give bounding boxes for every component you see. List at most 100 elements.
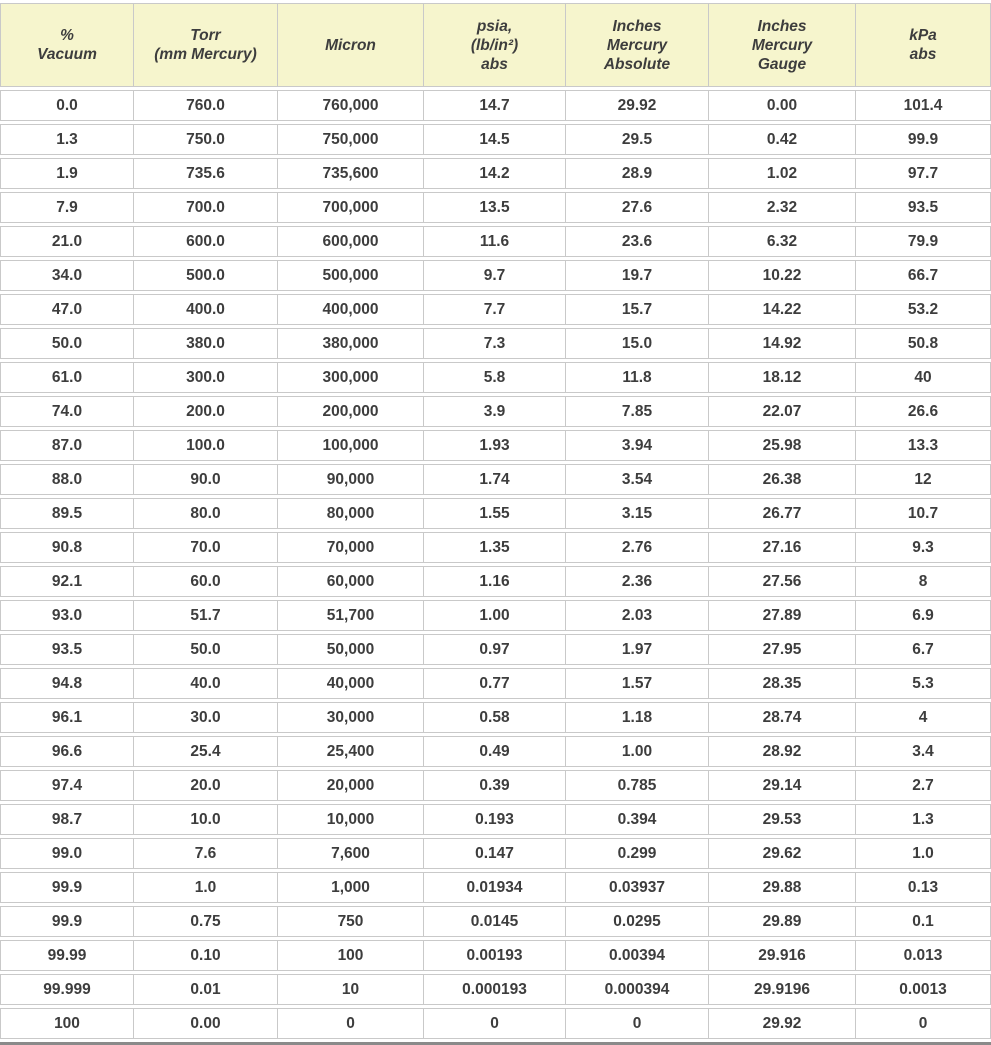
table-cell: 80.0	[134, 498, 278, 529]
table-cell: 0.58	[424, 702, 566, 733]
table-cell: 0	[278, 1008, 424, 1039]
table-row: 99.99 0.10 100 0.00193 0.00394 29.916 0.013	[0, 940, 991, 971]
table-cell: 28.92	[709, 736, 856, 767]
table-cell: 1.35	[424, 532, 566, 563]
table-row: 47.0 400.0 400,000 7.7 15.7 14.22 53.2	[0, 294, 991, 325]
table-row: 90.8 70.0 70,000 1.35 2.76 27.16 9.3	[0, 532, 991, 563]
table-cell: 9.3	[856, 532, 991, 563]
table-row: 1.3 750.0 750,000 14.5 29.5 0.42 99.9	[0, 124, 991, 155]
table-row: 99.0 7.6 7,600 0.147 0.299 29.62 1.0	[0, 838, 991, 869]
table-row: 93.0 51.7 51,700 1.00 2.03 27.89 6.9	[0, 600, 991, 631]
table-row: 87.0 100.0 100,000 1.93 3.94 25.98 13.3	[0, 430, 991, 461]
table-cell: 1.97	[566, 634, 709, 665]
table-cell: 29.62	[709, 838, 856, 869]
table-row: 88.0 90.0 90,000 1.74 3.54 26.38 12	[0, 464, 991, 495]
table-row: 98.7 10.0 10,000 0.193 0.394 29.53 1.3	[0, 804, 991, 835]
table-cell: 1.55	[424, 498, 566, 529]
table-cell: 0.147	[424, 838, 566, 869]
table-cell: 0.39	[424, 770, 566, 801]
table-cell: 79.9	[856, 226, 991, 257]
table-cell: 1.93	[424, 430, 566, 461]
table-cell: 93.0	[0, 600, 134, 631]
table-cell: 88.0	[0, 464, 134, 495]
table-cell: 14.2	[424, 158, 566, 189]
table-cell: 0.785	[566, 770, 709, 801]
table-cell: 14.5	[424, 124, 566, 155]
table-cell: 53.2	[856, 294, 991, 325]
table-cell: 1.0	[134, 872, 278, 903]
table-cell: 7.7	[424, 294, 566, 325]
table-cell: 27.16	[709, 532, 856, 563]
table-cell: 6.32	[709, 226, 856, 257]
table-cell: 500.0	[134, 260, 278, 291]
table-cell: 90,000	[278, 464, 424, 495]
table-cell: 0	[566, 1008, 709, 1039]
table-cell: 26.77	[709, 498, 856, 529]
table-cell: 0.000193	[424, 974, 566, 1005]
table-row: 96.1 30.0 30,000 0.58 1.18 28.74 4	[0, 702, 991, 733]
table-cell: 1.16	[424, 566, 566, 597]
table-cell: 500,000	[278, 260, 424, 291]
table-cell: 0.394	[566, 804, 709, 835]
table-cell: 26.6	[856, 396, 991, 427]
table-cell: 600,000	[278, 226, 424, 257]
table-cell: 40	[856, 362, 991, 393]
table-cell: 1,000	[278, 872, 424, 903]
table-row: 99.999 0.01 10 0.000193 0.000394 29.9196 0.001…	[0, 974, 991, 1005]
table-cell: 3.9	[424, 396, 566, 427]
table-cell: 40.0	[134, 668, 278, 699]
table-cell: 30,000	[278, 702, 424, 733]
table-cell: 750	[278, 906, 424, 937]
header-row: % Vacuum Torr (mm Mercury) Micron psia, (lb…	[0, 3, 991, 87]
table-row: 96.6 25.4 25,400 0.49 1.00 28.92 3.4	[0, 736, 991, 767]
table-cell: 89.5	[0, 498, 134, 529]
table-cell: 90.8	[0, 532, 134, 563]
table-cell: 29.88	[709, 872, 856, 903]
table-row: 21.0 600.0 600,000 11.6 23.6 6.32 79.9	[0, 226, 991, 257]
table-cell: 735,600	[278, 158, 424, 189]
table-row: 61.0 300.0 300,000 5.8 11.8 18.12 40	[0, 362, 991, 393]
table-header: % Vacuum Torr (mm Mercury) Micron psia, (lb…	[0, 3, 991, 87]
table-cell: 80,000	[278, 498, 424, 529]
table-cell: 3.4	[856, 736, 991, 767]
table-cell: 90.0	[134, 464, 278, 495]
table-cell: 380.0	[134, 328, 278, 359]
table-cell: 400,000	[278, 294, 424, 325]
table-cell: 0	[424, 1008, 566, 1039]
table-cell: 0.013	[856, 940, 991, 971]
table-cell: 99.9	[0, 872, 134, 903]
table-cell: 300,000	[278, 362, 424, 393]
table-row: 0.0 760.0 760,000 14.7 29.92 0.00 101.4	[0, 90, 991, 121]
table-cell: 0.10	[134, 940, 278, 971]
table-cell: 60,000	[278, 566, 424, 597]
table-cell: 26.38	[709, 464, 856, 495]
table-cell: 200.0	[134, 396, 278, 427]
table-cell: 10.0	[134, 804, 278, 835]
table-cell: 7.85	[566, 396, 709, 427]
table-cell: 28.35	[709, 668, 856, 699]
table-cell: 27.6	[566, 192, 709, 223]
table-cell: 1.00	[424, 600, 566, 631]
table-cell: 0.00	[134, 1008, 278, 1039]
table-cell: 19.7	[566, 260, 709, 291]
table-cell: 13.3	[856, 430, 991, 461]
table-cell: 87.0	[0, 430, 134, 461]
table-row: 93.5 50.0 50,000 0.97 1.97 27.95 6.7	[0, 634, 991, 665]
table-cell: 1.02	[709, 158, 856, 189]
table-cell: 6.9	[856, 600, 991, 631]
table-cell: 14.92	[709, 328, 856, 359]
column-header: Inches Mercury Absolute	[566, 3, 709, 87]
table-cell: 7.3	[424, 328, 566, 359]
table-cell: 7,600	[278, 838, 424, 869]
table-cell: 27.89	[709, 600, 856, 631]
table-cell: 101.4	[856, 90, 991, 121]
table-cell: 0.01	[134, 974, 278, 1005]
table-cell: 600.0	[134, 226, 278, 257]
table-cell: 51,700	[278, 600, 424, 631]
table-row: 99.9 1.0 1,000 0.01934 0.03937 29.88 0.13	[0, 872, 991, 903]
table-cell: 750,000	[278, 124, 424, 155]
table-cell: 1.3	[0, 124, 134, 155]
table-cell: 30.0	[134, 702, 278, 733]
table-cell: 94.8	[0, 668, 134, 699]
table-row: 92.1 60.0 60,000 1.16 2.36 27.56 8	[0, 566, 991, 597]
